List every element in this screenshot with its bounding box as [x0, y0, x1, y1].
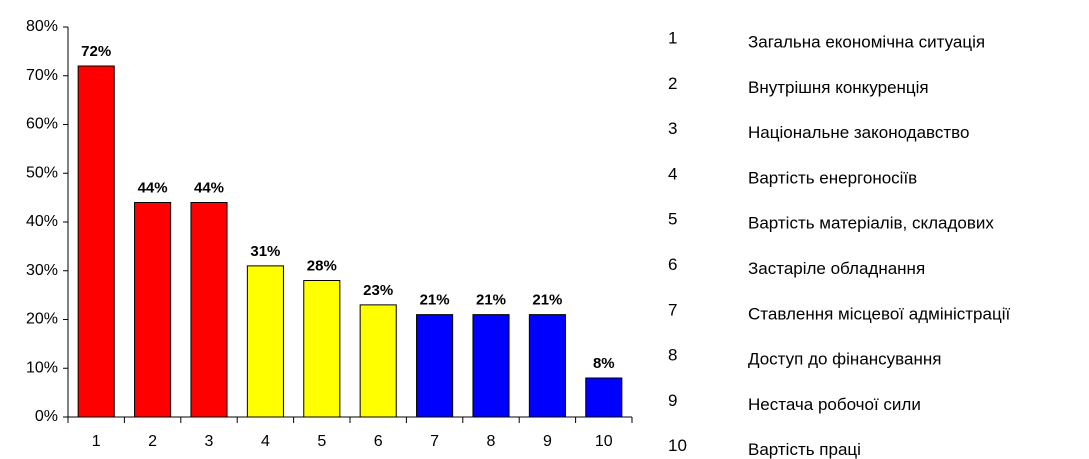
value-label: 44%: [138, 179, 168, 196]
y-tick-label: 50%: [26, 164, 58, 181]
bar: [190, 202, 228, 418]
bar: [585, 377, 623, 418]
value-label: 31%: [250, 243, 280, 260]
legend-number: 2: [668, 74, 677, 93]
y-tick-label: 30%: [26, 262, 58, 279]
y-tick-label: 70%: [26, 67, 58, 84]
value-label: 8%: [593, 355, 615, 372]
bar: [416, 314, 454, 418]
x-tick-label: 10: [595, 433, 613, 450]
bar: [303, 280, 341, 418]
x-tick-label: 6: [374, 433, 383, 450]
legend-number: 8: [668, 346, 677, 365]
value-label: 28%: [307, 257, 337, 274]
y-tick-label: 80%: [26, 18, 58, 35]
x-tick-label: 5: [317, 433, 326, 450]
bar: [77, 65, 115, 418]
x-tick-label: 3: [205, 433, 214, 450]
y-tick-label: 10%: [26, 359, 58, 376]
legend-number: 9: [668, 391, 677, 410]
y-tick-label: 40%: [26, 213, 58, 230]
value-label: 21%: [420, 292, 450, 309]
value-label: 21%: [476, 292, 506, 309]
y-tick-label: 20%: [26, 311, 58, 328]
legend-number: 3: [668, 119, 677, 138]
legend-description: Національне законодавство: [748, 123, 969, 142]
legend-description: Нестача робочої сили: [748, 395, 921, 414]
x-tick-label: 4: [261, 433, 270, 450]
value-label: 23%: [363, 282, 393, 299]
legend-description: Застаріле обладнання: [748, 259, 925, 278]
legend-description: Ставлення місцевої адміністрації: [748, 304, 1010, 323]
legend-number: 4: [668, 164, 677, 183]
x-tick-label: 1: [92, 433, 101, 450]
legend-description: Вартість енергоносіїв: [748, 168, 917, 187]
bar: [359, 304, 397, 418]
legend-number: 10: [668, 436, 687, 455]
legend-number: 6: [668, 255, 677, 274]
y-tick-label: 0%: [35, 408, 58, 425]
bar: [134, 202, 172, 418]
x-tick-label: 8: [487, 433, 496, 450]
legend-number: 7: [668, 300, 677, 319]
value-label: 44%: [194, 179, 224, 196]
legend-description: Загальна економічна ситуація: [748, 32, 985, 51]
x-tick-label: 9: [543, 433, 552, 450]
legend-description: Вартість матеріалів, складових: [748, 214, 994, 233]
legend-description: Доступ до фінансування: [748, 350, 941, 369]
y-tick-label: 60%: [26, 116, 58, 133]
bar: [246, 265, 284, 418]
legend-description: Внутрішня конкуренція: [748, 78, 929, 97]
x-tick-label: 2: [148, 433, 157, 450]
legend-description: Вартість праці: [748, 440, 861, 459]
legend-number: 5: [668, 210, 677, 229]
bar: [472, 314, 510, 418]
legend-number: 1: [668, 28, 677, 47]
bar: [528, 314, 566, 418]
value-label: 21%: [532, 292, 562, 309]
value-label: 72%: [81, 43, 111, 60]
x-tick-label: 7: [430, 433, 439, 450]
